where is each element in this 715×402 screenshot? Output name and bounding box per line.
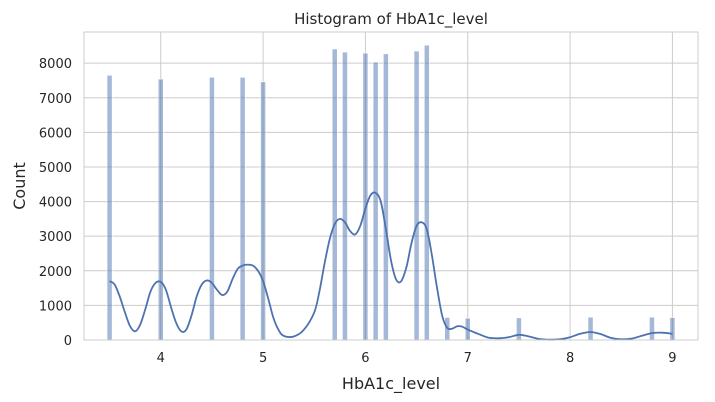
y-tick-label: 1000 bbox=[39, 299, 72, 314]
histogram-bar bbox=[331, 48, 338, 341]
histogram-bar bbox=[383, 53, 389, 341]
plot-frame bbox=[83, 31, 699, 341]
y-tick-label: 8000 bbox=[39, 57, 72, 72]
histogram-bar bbox=[362, 52, 369, 341]
y-tick-label: 6000 bbox=[39, 126, 72, 141]
histogram-bar bbox=[516, 317, 522, 341]
histogram-bar bbox=[649, 316, 655, 341]
histogram-bar bbox=[342, 51, 348, 341]
histogram-bar bbox=[669, 317, 676, 341]
y-tick-label: 2000 bbox=[39, 265, 72, 280]
y-axis-label: Count bbox=[10, 162, 29, 210]
y-tick-label: 0 bbox=[64, 334, 72, 349]
x-tick-label: 6 bbox=[361, 351, 369, 366]
y-tick-label: 4000 bbox=[39, 196, 72, 211]
histogram-bar bbox=[587, 316, 594, 341]
x-tick-label: 8 bbox=[566, 351, 574, 366]
x-tick-label: 9 bbox=[668, 351, 676, 366]
x-tick-label: 4 bbox=[157, 351, 165, 366]
histogram-bar bbox=[372, 61, 379, 341]
x-axis-label: HbA1c_level bbox=[342, 374, 440, 394]
kde-line bbox=[109, 191, 673, 341]
histogram-bar bbox=[209, 77, 215, 341]
y-tick-label: 7000 bbox=[39, 92, 72, 107]
y-tick-label: 3000 bbox=[39, 230, 72, 245]
x-tick-label: 5 bbox=[259, 351, 267, 366]
chart-title: Histogram of HbA1c_level bbox=[294, 10, 488, 29]
histogram-bar bbox=[413, 50, 420, 341]
y-tick-label: 5000 bbox=[39, 161, 72, 176]
x-tick-label: 7 bbox=[464, 351, 472, 366]
histogram-bar bbox=[260, 81, 266, 341]
histogram-bar bbox=[239, 77, 246, 341]
histogram-bar bbox=[423, 44, 430, 341]
histogram-bar bbox=[106, 74, 113, 341]
histogram-bar bbox=[157, 78, 164, 341]
